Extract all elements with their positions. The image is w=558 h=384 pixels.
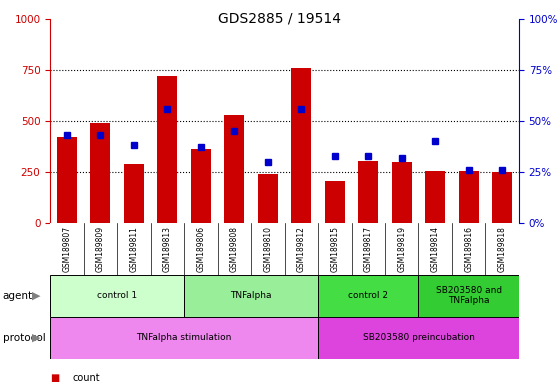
Bar (392, 162, 412, 223)
Bar (50, 275, 184, 317)
Text: GSM189815: GSM189815 (330, 226, 339, 272)
Text: count: count (73, 373, 100, 383)
Bar (191, 149, 211, 223)
Text: GSM189809: GSM189809 (96, 226, 105, 273)
Bar (258, 174, 278, 223)
Text: SB203580 and
TNFalpha: SB203580 and TNFalpha (436, 286, 502, 305)
Text: GSM189816: GSM189816 (464, 226, 473, 272)
Bar (124, 164, 144, 223)
Bar (318, 317, 519, 359)
Bar (358, 161, 378, 223)
Text: GSM189808: GSM189808 (230, 226, 239, 272)
Text: GSM189812: GSM189812 (297, 226, 306, 272)
Text: GSM189817: GSM189817 (364, 226, 373, 272)
Bar (50, 317, 318, 359)
Text: GSM189813: GSM189813 (163, 226, 172, 272)
Bar (291, 68, 311, 223)
Text: protocol: protocol (3, 333, 46, 343)
Text: GSM189819: GSM189819 (397, 226, 406, 272)
Bar (318, 275, 418, 317)
Bar (184, 275, 318, 317)
Bar (90, 123, 110, 223)
Text: ▶: ▶ (32, 291, 41, 301)
Bar (224, 115, 244, 223)
Bar (418, 275, 519, 317)
Bar (57, 137, 77, 223)
Text: TNFalpha stimulation: TNFalpha stimulation (137, 333, 232, 343)
Text: ▶: ▶ (32, 333, 41, 343)
Text: control 2: control 2 (348, 291, 388, 300)
Text: SB203580 preincubation: SB203580 preincubation (363, 333, 474, 343)
Bar (492, 172, 512, 223)
Bar (157, 76, 177, 223)
Bar (325, 181, 345, 223)
Text: GSM189806: GSM189806 (196, 226, 205, 273)
Bar (459, 171, 479, 223)
Text: TNFalpha: TNFalpha (230, 291, 272, 300)
Text: GSM189814: GSM189814 (431, 226, 440, 272)
Text: GSM189818: GSM189818 (498, 226, 507, 272)
Text: ■: ■ (50, 373, 60, 383)
Text: agent: agent (3, 291, 33, 301)
Text: GSM189807: GSM189807 (62, 226, 71, 273)
Text: control 1: control 1 (97, 291, 137, 300)
Text: GSM189810: GSM189810 (263, 226, 272, 272)
Bar (425, 171, 445, 223)
Text: GDS2885 / 19514: GDS2885 / 19514 (218, 12, 340, 25)
Text: GSM189811: GSM189811 (129, 226, 138, 272)
